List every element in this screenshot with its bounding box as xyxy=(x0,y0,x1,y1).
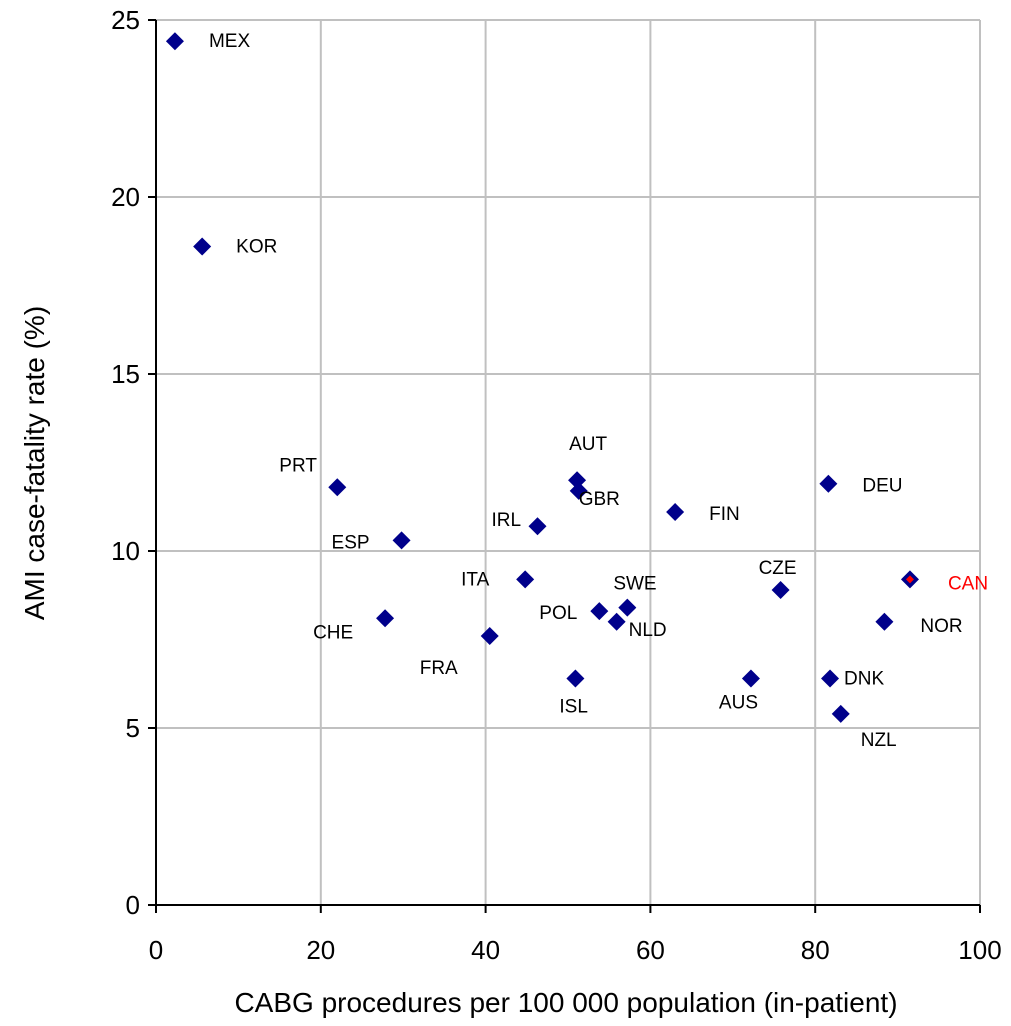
point-label-kor: KOR xyxy=(236,237,277,258)
y-tick-label: 20 xyxy=(111,182,140,212)
y-tick-label: 5 xyxy=(126,713,140,743)
x-tick-label: 0 xyxy=(149,935,163,965)
data-point-deu xyxy=(819,474,838,493)
x-tick-label: 60 xyxy=(636,935,665,965)
point-label-mex: MEX xyxy=(209,31,251,52)
data-point-che xyxy=(376,609,395,628)
tick-labels: 0 20 40 60 80 100 0 5 10 15 20 25 xyxy=(111,5,1002,965)
data-point-gbr xyxy=(569,481,588,500)
x-tick-label: 20 xyxy=(306,935,335,965)
y-tick-label: 25 xyxy=(111,5,140,35)
y-axis-title: AMI case-fatality rate (%) xyxy=(19,306,50,620)
point-label-isl: ISL xyxy=(559,696,588,717)
point-label-fra: FRA xyxy=(420,658,458,679)
point-label-che: CHE xyxy=(313,622,353,643)
data-point-nor xyxy=(875,612,894,631)
point-label-aut: AUT xyxy=(569,434,607,455)
point-label-gbr: GBR xyxy=(579,489,620,510)
point-label-swe: SWE xyxy=(613,574,656,595)
data-point-fra xyxy=(480,626,499,645)
data-point-mex xyxy=(165,32,184,51)
data-point-swe xyxy=(618,598,637,617)
data-point-dnk xyxy=(821,669,840,688)
point-label-irl: IRL xyxy=(492,510,522,531)
y-tick-label: 10 xyxy=(111,536,140,566)
point-label-nzl: NZL xyxy=(861,730,897,751)
data-point-isl xyxy=(566,669,585,688)
point-labels: MEX KOR PRT ESP CHE FRA ITA IRL AUT GBR ISL POL NLD S… xyxy=(209,31,988,751)
data-point-fin xyxy=(666,503,685,522)
point-label-ita: ITA xyxy=(461,569,489,590)
point-label-nld: NLD xyxy=(629,620,667,641)
y-tick-label: 15 xyxy=(111,359,140,389)
x-axis-title: CABG procedures per 100 000 population (… xyxy=(234,987,897,1018)
data-point-pol xyxy=(590,602,609,621)
point-label-dnk: DNK xyxy=(844,668,884,689)
point-label-nor: NOR xyxy=(920,616,962,637)
axes xyxy=(148,19,981,913)
x-tick-label: 80 xyxy=(801,935,830,965)
data-points xyxy=(165,32,919,723)
data-point-prt xyxy=(328,478,347,497)
data-point-nld xyxy=(607,612,626,631)
point-label-cze: CZE xyxy=(759,558,797,579)
data-point-cze xyxy=(771,580,790,599)
data-point-nzl xyxy=(831,704,850,723)
y-tick-label: 0 xyxy=(126,890,140,920)
data-point-ita xyxy=(516,570,535,589)
point-label-fin: FIN xyxy=(709,504,740,525)
point-label-pol: POL xyxy=(539,603,577,624)
point-label-deu: DEU xyxy=(862,476,902,497)
data-point-kor xyxy=(193,237,212,256)
x-tick-label: 100 xyxy=(958,935,1001,965)
point-label-esp: ESP xyxy=(332,532,370,553)
data-point-highlight xyxy=(905,575,914,584)
point-label-prt: PRT xyxy=(279,455,317,476)
point-label-can: CAN xyxy=(948,573,988,594)
grid xyxy=(156,19,981,905)
x-tick-label: 40 xyxy=(471,935,500,965)
data-point-irl xyxy=(528,517,547,536)
data-point-esp xyxy=(392,531,411,550)
data-point-aus xyxy=(741,669,760,688)
point-label-aus: AUS xyxy=(719,692,758,713)
